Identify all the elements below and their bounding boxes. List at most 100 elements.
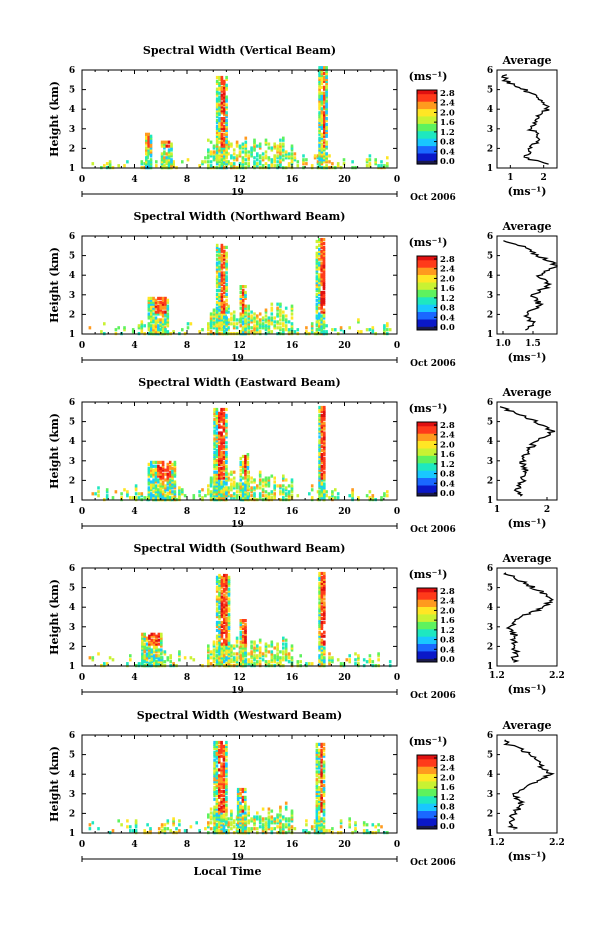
heatmap-cell: [244, 492, 247, 496]
heatmap-cell: [215, 132, 219, 136]
heatmap-cell: [215, 478, 219, 482]
heatmap-cell: [323, 575, 326, 579]
heatmap-cell: [218, 793, 221, 797]
heatmap-cell: [215, 624, 219, 628]
heatmap-cell: [290, 144, 294, 148]
heatmap-cell: [227, 642, 231, 646]
heatmap-cell: [287, 829, 291, 833]
heatmap-cell: [220, 470, 223, 474]
heatmap-cell: [322, 312, 326, 316]
heatmap-cell: [161, 314, 165, 318]
heatmap-cell: [244, 488, 247, 492]
heatmap-cell: [204, 494, 207, 498]
heatmap-cell: [270, 322, 274, 326]
colorbar-swatch: [417, 141, 437, 145]
colorbar-swatch: [417, 483, 437, 486]
heatmap-cell: [213, 472, 216, 476]
heatmap-cell: [154, 460, 158, 464]
heatmap-cell: [150, 462, 153, 466]
heatmap-cell: [256, 827, 259, 831]
heatmap-cell: [318, 273, 321, 277]
heatmap-cell: [225, 121, 228, 125]
colorbar-swatch: [417, 645, 437, 648]
heatmap-cell: [247, 476, 250, 480]
heatmap-cell: [244, 484, 247, 488]
heatmap-cell: [209, 318, 213, 322]
heatmap-cell: [236, 821, 240, 825]
heatmap-cell: [168, 496, 172, 500]
colorbar-swatch: [417, 276, 437, 279]
heatmap-cell: [168, 470, 172, 474]
heatmap-cell: [134, 492, 138, 496]
heatmap-cell: [339, 662, 343, 666]
heatmap-cell: [282, 656, 285, 660]
heatmap-cell: [241, 150, 245, 154]
heatmap-cell: [147, 490, 151, 494]
heatmap-cell: [218, 288, 221, 293]
heatmap-cell: [230, 482, 233, 486]
colorbar-swatch: [417, 623, 437, 626]
heatmap-cell: [213, 445, 216, 449]
heatmap-cell: [241, 656, 245, 660]
heatmap-cell: [318, 648, 321, 652]
heatmap-cell: [223, 613, 226, 617]
heatmap-cell: [223, 285, 226, 289]
heatmap-cell: [147, 146, 150, 150]
heatmap-cell: [235, 640, 239, 644]
heatmap-cell: [178, 496, 181, 500]
x-tick-label: 12: [233, 840, 246, 850]
heatmap-cell: [320, 642, 324, 646]
heatmap-cell: [220, 801, 223, 805]
heatmap-cell: [225, 474, 228, 478]
heatmap-cell: [258, 322, 262, 326]
heatmap-cell: [222, 482, 226, 486]
heatmap-cell: [250, 326, 253, 330]
heatmap-cell: [318, 103, 321, 107]
heatmap-cell: [209, 811, 213, 815]
heatmap-cell: [273, 646, 276, 650]
heatmap-cell: [154, 496, 158, 500]
heatmap-cell: [232, 494, 236, 498]
x-tick-label: 8: [184, 175, 190, 185]
heatmap-cell: [213, 411, 216, 415]
heatmap-cell: [315, 277, 319, 281]
heatmap-cell: [225, 746, 228, 750]
heatmap-cell: [276, 144, 279, 148]
heatmap-cell: [207, 160, 210, 164]
heatmap-cell: [218, 140, 221, 144]
heatmap-cell: [212, 310, 216, 314]
heatmap-cell: [318, 811, 321, 815]
y-axis-label: Height (km): [48, 746, 61, 822]
heatmap-cell: [227, 638, 231, 642]
heatmap-cell: [173, 460, 177, 464]
heatmap-cell: [222, 809, 226, 813]
heatmap-cell: [241, 328, 245, 332]
heatmap-cell: [212, 324, 216, 328]
heatmap-cell: [224, 823, 227, 827]
heatmap-cell: [218, 482, 221, 486]
heatmap-cell: [220, 660, 224, 664]
heatmap-cell: [160, 829, 164, 833]
heatmap-cell: [140, 326, 144, 330]
heatmap-cell: [323, 460, 326, 464]
heatmap-cell: [273, 484, 276, 488]
heatmap-cell: [253, 318, 256, 322]
heatmap-cell: [213, 764, 216, 768]
heatmap-cell: [225, 803, 228, 807]
heatmap-cell: [318, 132, 321, 136]
heatmap-cell: [244, 468, 247, 472]
heatmap-cell: [227, 306, 230, 310]
heatmap-cell: [323, 591, 326, 595]
heatmap-cell: [218, 595, 221, 599]
heatmap-cell: [325, 95, 328, 99]
heatmap-cell: [166, 478, 170, 482]
heatmap-cell: [258, 154, 262, 158]
heatmap-cell: [315, 324, 319, 328]
heatmap-cell: [318, 815, 321, 819]
heatmap-cell: [270, 312, 274, 316]
heatmap-cell: [225, 636, 228, 640]
heatmap-cell: [323, 138, 326, 142]
heatmap-cell: [225, 435, 228, 439]
heatmap-cell: [160, 823, 164, 827]
heatmap-cell: [160, 658, 163, 662]
